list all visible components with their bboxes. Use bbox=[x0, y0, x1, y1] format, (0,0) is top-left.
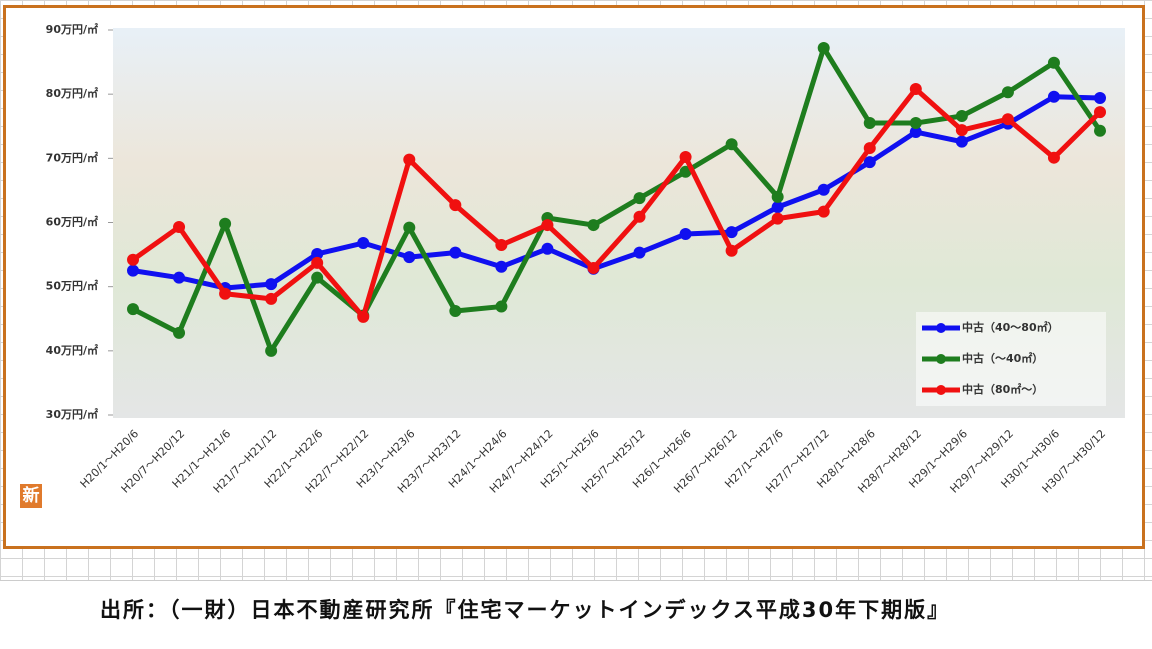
data-point bbox=[587, 262, 600, 275]
legend-label: 中古（80㎡～） bbox=[962, 382, 1043, 396]
data-point bbox=[771, 201, 784, 214]
legend-marker bbox=[936, 354, 946, 364]
data-point bbox=[817, 183, 830, 196]
data-point bbox=[863, 142, 876, 155]
data-point bbox=[219, 287, 232, 300]
chart: 30万円/㎡ 40万円/㎡ 50万円/㎡ 60万円/㎡ 70万円/㎡ 80万円/㎡ 90万円… bbox=[46, 22, 1125, 496]
data-point bbox=[955, 109, 968, 122]
y-tick-label: 70万円/㎡ bbox=[46, 150, 98, 164]
data-point bbox=[725, 244, 738, 257]
data-point bbox=[955, 124, 968, 137]
data-point bbox=[679, 151, 692, 164]
data-point bbox=[219, 217, 232, 230]
data-point bbox=[771, 212, 784, 225]
data-point bbox=[265, 292, 278, 305]
data-point bbox=[909, 83, 922, 96]
data-point bbox=[265, 278, 278, 291]
series-line bbox=[131, 86, 1102, 320]
data-point bbox=[265, 344, 278, 357]
legend-label: 中古（～40㎡） bbox=[962, 351, 1043, 365]
data-point bbox=[1047, 56, 1060, 69]
y-tick-label: 50万円/㎡ bbox=[46, 279, 98, 293]
data-point bbox=[679, 228, 692, 241]
data-point bbox=[127, 253, 139, 266]
y-tick-label: 30万円/㎡ bbox=[46, 407, 98, 421]
data-point bbox=[633, 246, 646, 259]
data-point bbox=[1047, 151, 1060, 164]
data-point bbox=[817, 41, 830, 54]
data-point bbox=[449, 199, 462, 212]
data-point bbox=[403, 251, 416, 264]
data-point bbox=[495, 238, 508, 251]
data-point bbox=[357, 237, 370, 250]
data-point bbox=[909, 126, 922, 139]
footer bbox=[0, 580, 1152, 649]
series-line bbox=[132, 94, 1101, 291]
data-point bbox=[311, 271, 324, 284]
data-point bbox=[1094, 124, 1106, 137]
data-point bbox=[633, 210, 646, 223]
y-tick-label: 80万円/㎡ bbox=[46, 86, 98, 100]
data-point bbox=[1001, 113, 1014, 126]
data-point bbox=[725, 138, 738, 151]
data-point bbox=[1047, 90, 1060, 103]
y-tick-label: 90万円/㎡ bbox=[46, 22, 98, 36]
data-point bbox=[541, 242, 554, 255]
data-point bbox=[495, 260, 508, 273]
data-point bbox=[541, 219, 554, 232]
data-point bbox=[173, 326, 186, 339]
data-point bbox=[403, 221, 416, 234]
data-point bbox=[311, 256, 324, 269]
data-point bbox=[1094, 106, 1106, 119]
legend-label: 中古（40～80㎡） bbox=[962, 320, 1059, 334]
data-point bbox=[173, 271, 186, 284]
data-point bbox=[449, 246, 462, 259]
data-point bbox=[127, 303, 139, 316]
data-point bbox=[863, 156, 876, 169]
data-point bbox=[173, 220, 186, 233]
data-point bbox=[633, 192, 646, 205]
data-point bbox=[909, 117, 922, 130]
data-point bbox=[495, 300, 508, 313]
y-tick-label: 60万円/㎡ bbox=[46, 215, 98, 229]
data-point bbox=[725, 226, 738, 239]
data-point bbox=[357, 310, 370, 323]
source-note: 出所：（一財）日本不動産研究所『住宅マーケットインデックス平成30年下期版』 bbox=[100, 598, 951, 622]
data-point bbox=[311, 247, 324, 260]
legend-marker bbox=[936, 385, 946, 395]
y-tick-label: 40万円/㎡ bbox=[46, 343, 98, 357]
series-line bbox=[131, 45, 1103, 354]
data-point bbox=[955, 135, 968, 148]
data-point bbox=[817, 205, 830, 218]
data-point bbox=[449, 305, 462, 318]
data-point bbox=[863, 117, 876, 130]
data-point bbox=[1001, 86, 1014, 99]
logo: 新 bbox=[20, 484, 42, 508]
data-point bbox=[1094, 92, 1106, 105]
legend-marker bbox=[936, 323, 946, 333]
data-point bbox=[587, 219, 600, 232]
data-point bbox=[127, 264, 139, 277]
data-point bbox=[403, 153, 416, 166]
data-point bbox=[771, 190, 784, 203]
